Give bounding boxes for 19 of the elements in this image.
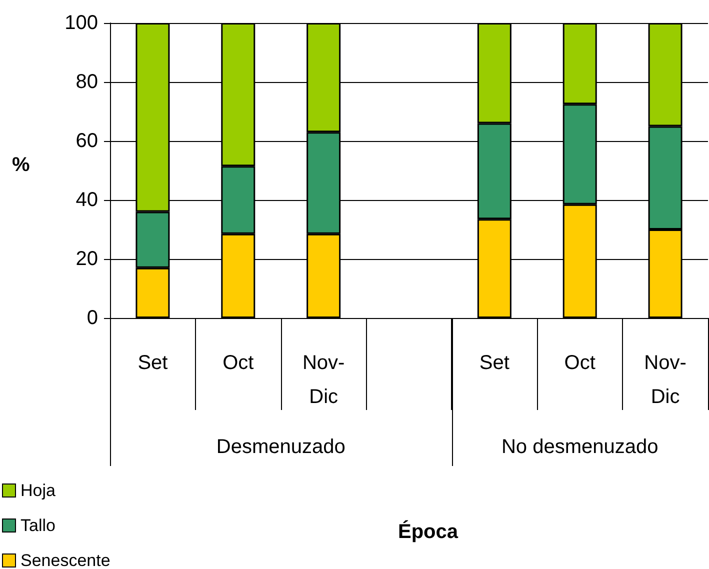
x-tick-label: Nov-Dic <box>302 352 345 408</box>
x-tick-label: Oct <box>222 352 254 374</box>
x-tick-label: Set <box>479 352 510 374</box>
y-axis-title: % <box>12 154 30 176</box>
y-tick-label: 40 <box>76 189 98 211</box>
x-tick-label: Set <box>138 352 168 374</box>
legend-label: Hoja <box>20 481 56 500</box>
y-tick-label: 100 <box>64 12 98 34</box>
legend-label: Tallo <box>20 516 56 535</box>
y-tick-label: 60 <box>76 130 98 152</box>
legend-label: Senescente <box>20 551 110 569</box>
text: Desmenuzado <box>216 436 346 458</box>
text: Época <box>398 520 459 543</box>
x-tick-label: Oct <box>564 352 596 374</box>
x-tick-label: Nov-Dic <box>644 352 686 408</box>
y-tick-label: 80 <box>76 71 98 93</box>
y-tick-label: 0 <box>86 307 98 329</box>
y-tick-label: 20 <box>76 248 98 270</box>
text: No desmenuzado <box>501 436 658 458</box>
